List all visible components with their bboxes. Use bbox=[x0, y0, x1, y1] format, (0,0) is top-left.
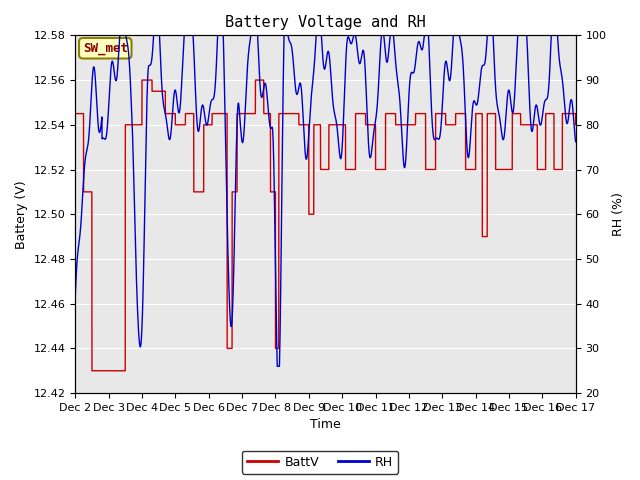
BattV bbox=[572, 111, 579, 117]
RH bbox=[410, 70, 417, 75]
Y-axis label: RH (%): RH (%) bbox=[612, 192, 625, 236]
Text: SW_met: SW_met bbox=[83, 42, 128, 55]
X-axis label: Time: Time bbox=[310, 419, 341, 432]
BattV bbox=[466, 167, 474, 172]
RH bbox=[438, 118, 445, 124]
BattV bbox=[72, 111, 79, 117]
BattV bbox=[307, 211, 314, 217]
BattV bbox=[138, 77, 146, 83]
RH bbox=[72, 294, 79, 300]
BattV bbox=[438, 111, 445, 117]
BattV bbox=[572, 122, 580, 128]
RH bbox=[572, 136, 579, 142]
Legend: BattV, RH: BattV, RH bbox=[242, 451, 398, 474]
Title: Battery Voltage and RH: Battery Voltage and RH bbox=[225, 15, 426, 30]
BattV bbox=[410, 122, 417, 128]
RH bbox=[273, 363, 281, 369]
RH bbox=[307, 102, 314, 108]
Y-axis label: Battery (V): Battery (V) bbox=[15, 180, 28, 249]
RH bbox=[572, 139, 580, 144]
RH bbox=[161, 111, 169, 117]
RH bbox=[466, 144, 474, 150]
Line: BattV: BattV bbox=[76, 80, 576, 371]
Line: RH: RH bbox=[76, 36, 576, 366]
RH bbox=[116, 33, 124, 38]
BattV bbox=[88, 368, 96, 373]
BattV bbox=[161, 111, 169, 117]
